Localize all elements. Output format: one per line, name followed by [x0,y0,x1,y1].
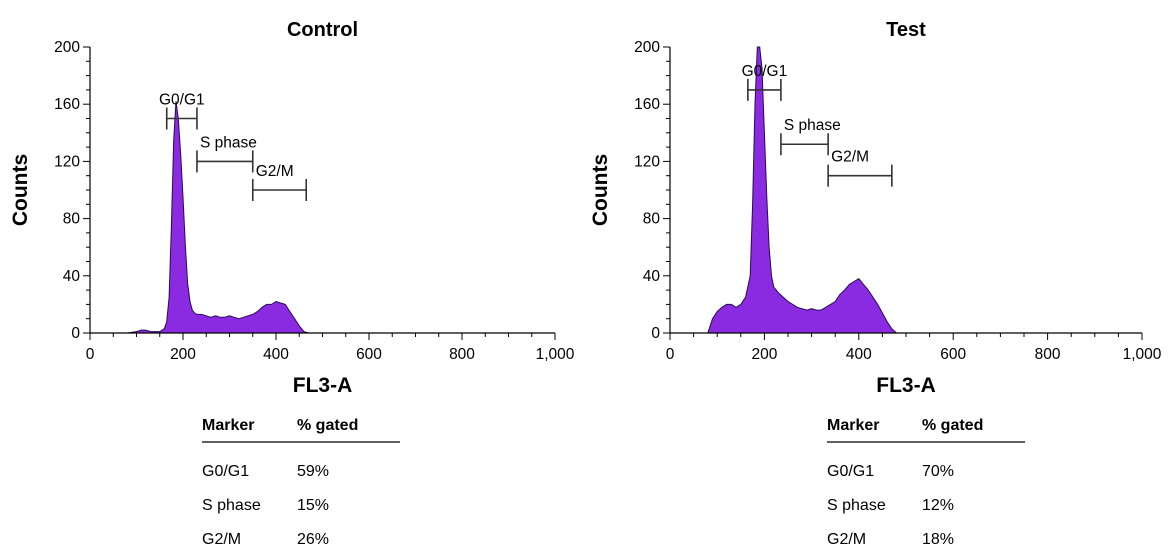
y-tick-label: 0 [71,325,80,342]
table-cell-gated: 59% [297,463,329,480]
x-tick-label: 200 [751,346,777,363]
gate-marker: G0/G1 [159,92,205,130]
x-tick-label: 600 [356,346,382,363]
y-tick-label: 120 [634,153,660,170]
y-tick-label: 40 [63,268,81,285]
table-cell-marker: G2/M [202,531,241,544]
table-cell-marker: G0/G1 [202,463,249,480]
table-cell-marker: S phase [202,497,261,514]
x-tick-label: 600 [940,346,966,363]
x-tick-label: 0 [86,346,95,363]
chart-panel-1: Test 0 40 80 120 160 200 0 200 400 600 800 1,000 FL3-… [589,19,1162,544]
gate-label: S phase [200,134,257,151]
y-axis-title: Counts [589,154,612,226]
y-tick-label: 120 [54,153,80,170]
table-header-marker: Marker [827,417,879,434]
x-axis-title: FL3-A [876,374,936,397]
table-header-gated: % gated [297,417,358,434]
chart-panel-0: Control 0 40 80 120 160 200 0 200 400 600 800 1,000 F… [9,19,575,544]
x-tick-label: 800 [1035,346,1061,363]
x-tick-label: 0 [666,346,675,363]
gate-label: G0/G1 [159,92,205,109]
table-cell-marker: G2/M [827,531,866,544]
gate-marker: S phase [780,117,841,156]
y-axis-title: Counts [9,154,32,226]
x-axis-title: FL3-A [293,374,353,397]
x-tick-label: 1,000 [536,346,575,363]
y-tick-label: 0 [651,325,660,342]
table-header-gated: % gated [922,417,983,434]
table-cell-gated: 18% [922,531,954,544]
gate-marker: G2/M [251,163,308,201]
marker-table: Marker % gated G0/G1 59% S phase 15% G2/M 26% [202,417,400,544]
y-tick-label: 200 [54,39,80,56]
x-tick-label: 200 [170,346,196,363]
y-tick-label: 80 [63,211,81,228]
gate-label: S phase [784,117,841,134]
histogram-area [670,46,1142,334]
gate-label: G2/M [831,149,869,166]
histogram-area [90,101,555,334]
table-cell-gated: 15% [297,497,329,514]
gate-marker: G2/M [827,149,893,187]
table-cell-gated: 26% [297,531,329,544]
gate-marker: G0/G1 [742,63,788,101]
chart-title: Control [287,19,358,41]
y-tick-label: 80 [643,211,661,228]
gate-label: G0/G1 [742,63,788,80]
x-tick-label: 400 [846,346,872,363]
x-tick-label: 1,000 [1123,346,1162,363]
marker-table: Marker % gated G0/G1 70% S phase 12% G2/M 18% [827,417,1025,544]
x-tick-label: 800 [449,346,475,363]
table-cell-marker: G0/G1 [827,463,874,480]
gate-label: G2/M [256,163,294,180]
y-tick-label: 200 [634,39,660,56]
y-tick-label: 40 [643,268,661,285]
y-tick-label: 160 [634,96,660,113]
table-header-marker: Marker [202,417,254,434]
table-cell-marker: S phase [827,497,886,514]
table-cell-gated: 12% [922,497,954,514]
chart-title: Test [886,19,926,41]
y-tick-label: 160 [54,96,80,113]
gate-marker: S phase [196,134,257,173]
x-tick-label: 400 [263,346,289,363]
table-cell-gated: 70% [922,463,954,480]
